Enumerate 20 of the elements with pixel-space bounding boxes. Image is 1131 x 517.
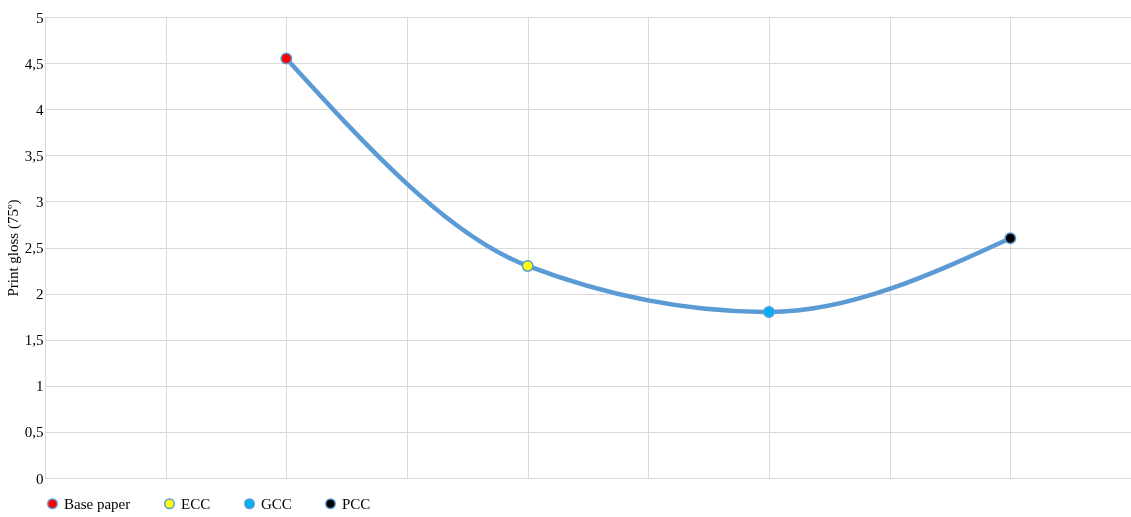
y-tick-label: 1 bbox=[36, 378, 44, 395]
point bbox=[280, 52, 293, 65]
y-tick-label: 3 bbox=[36, 193, 44, 210]
y-tick-label: 2,5 bbox=[24, 240, 44, 256]
point bbox=[763, 306, 775, 319]
legend-label: PCC bbox=[342, 495, 371, 512]
legend-label: ECC bbox=[181, 495, 211, 512]
point bbox=[1004, 232, 1017, 245]
y-tick-label: 5 bbox=[36, 9, 44, 26]
y-tick-label: 2 bbox=[36, 286, 44, 303]
y-tick-label: 0,5 bbox=[24, 424, 44, 441]
y-tick-label: 0 bbox=[36, 470, 44, 487]
y-tick-label: 1,5 bbox=[24, 332, 44, 349]
legend-label: Base paper bbox=[64, 495, 131, 512]
y-tick-label: 4 bbox=[36, 101, 44, 118]
point bbox=[521, 259, 534, 272]
y-axis-title: Print gloss (75º) bbox=[4, 199, 22, 297]
legend-label: GCC bbox=[261, 495, 292, 512]
y-tick-label: 4,5 bbox=[24, 55, 44, 72]
y-tick-label: 3,5 bbox=[24, 147, 44, 164]
